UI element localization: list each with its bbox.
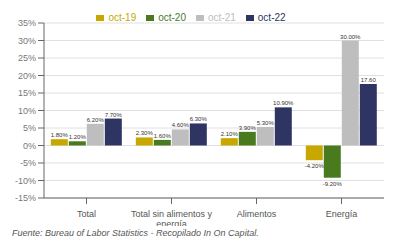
html-text:oct-21: oct-21 [208, 12, 236, 23]
svg-text:-10%: -10% [15, 176, 36, 186]
svg-text:0%: 0% [23, 141, 36, 151]
svg-text:7.70%: 7.70% [105, 112, 123, 118]
svg-text:-9.20%: -9.20% [323, 181, 343, 187]
svg-text:-15%: -15% [15, 193, 36, 203]
html-text:oct-20: oct-20 [158, 12, 186, 23]
html-text:oct-22: oct-22 [257, 12, 286, 23]
svg-text:1.20%: 1.20% [69, 134, 87, 140]
svg-text:Total: Total [77, 209, 96, 219]
svg-text:1.80%: 1.80% [51, 132, 69, 138]
svg-text:4.60%: 4.60% [172, 122, 190, 128]
svg-text:-5%: -5% [20, 158, 36, 168]
svg-text:35%: 35% [18, 18, 36, 28]
svg-text:25%: 25% [18, 53, 36, 63]
svg-text:Total sin alimentos yenergía: Total sin alimentos yenergía [131, 209, 213, 226]
svg-text:5.30%: 5.30% [257, 120, 275, 126]
svg-text:5%: 5% [23, 123, 36, 133]
html-text:Fuente: Bureau of Labor Statis: Fuente: Bureau of Labor Statistics - Rec… [12, 228, 259, 238]
svg-text:2.30%: 2.30% [136, 130, 154, 136]
svg-text:Alimentos: Alimentos [237, 209, 277, 219]
svg-text:2.10%: 2.10% [221, 131, 239, 137]
svg-text:10%: 10% [18, 106, 36, 116]
svg-text:30%: 30% [18, 36, 36, 46]
svg-text:Energía: Energía [326, 209, 358, 219]
html-text:oct-19: oct-19 [108, 12, 137, 23]
svg-text:30.00%: 30.00% [340, 34, 361, 40]
svg-text:20%: 20% [18, 71, 36, 81]
svg-text:6.20%: 6.20% [87, 117, 105, 123]
svg-text:6.30%: 6.30% [190, 116, 208, 122]
svg-text:10.90%: 10.90% [273, 100, 294, 106]
svg-text:15%: 15% [18, 88, 36, 98]
svg-text:3.90%: 3.90% [239, 125, 257, 131]
svg-text:-4.20%: -4.20% [305, 163, 325, 169]
svg-text:1.60%: 1.60% [154, 133, 172, 139]
svg-text:17.60: 17.60 [361, 77, 377, 83]
